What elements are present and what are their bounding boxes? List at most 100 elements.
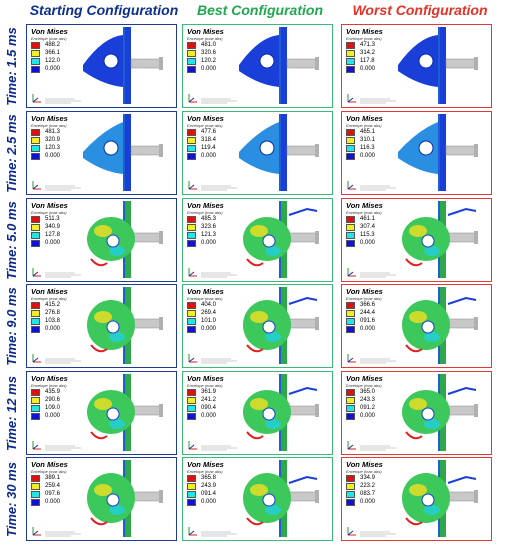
- legend-swatch: [31, 482, 40, 490]
- legend-value: 243.3: [360, 396, 376, 403]
- legend-title: Von Mises: [346, 460, 383, 469]
- legend-value: 477.6: [201, 128, 217, 135]
- legend-value: 314.2: [360, 49, 376, 56]
- legend-entry: 0.000: [31, 412, 89, 420]
- stress-legend: Von Mises Envelope (max abs) 415.2 276.8 103…: [31, 288, 89, 333]
- legend-entry: 101.0: [187, 317, 245, 325]
- tiny-caption-lines: [201, 272, 237, 278]
- legend-swatch: [31, 474, 40, 482]
- legend-entry: 0.000: [31, 152, 89, 160]
- legend-swatch: [31, 41, 40, 49]
- legend-value: 310.1: [360, 136, 376, 143]
- legend-value: 0.000: [45, 65, 61, 72]
- legend-swatch: [346, 41, 355, 49]
- legend-swatch: [187, 41, 196, 49]
- legend-swatch: [346, 498, 355, 506]
- column-header-worst: Worst Configuration: [352, 2, 488, 18]
- legend-value: 485.3: [201, 215, 217, 222]
- tiny-caption-lines: [45, 358, 81, 364]
- legend-title: Von Mises: [346, 287, 383, 296]
- stress-panel-best: Von Mises Envelope (max abs) 404.0 269.4 101…: [182, 284, 333, 368]
- legend-entry: 243.9: [187, 482, 245, 490]
- stress-legend: Von Mises Envelope (max abs) 365.8 243.9 091…: [187, 461, 245, 506]
- fea-model-image: [239, 114, 319, 191]
- legend-value: 0.000: [360, 152, 376, 159]
- stress-panel-worst: Von Mises Envelope (max abs) 334.9 223.2 083…: [341, 457, 492, 541]
- legend-swatch: [346, 317, 355, 325]
- legend-value: 361.9: [201, 388, 217, 395]
- tiny-caption-lines: [45, 531, 81, 537]
- stress-panel-worst: Von Mises Envelope (max abs) 365.0 243.3 091…: [341, 371, 492, 455]
- legend-entry: 120.2: [187, 57, 245, 65]
- legend-value: 0.000: [45, 498, 61, 505]
- legend-value: 0.000: [45, 239, 61, 246]
- legend-entry: 090.4: [187, 404, 245, 412]
- legend-entry: 223.2: [346, 482, 404, 490]
- legend-subtitle: Envelope (max abs): [346, 36, 382, 41]
- legend-swatch: [187, 301, 196, 309]
- row-time-label: Time: 9.0 ms: [0, 284, 22, 368]
- stress-legend: Von Mises Envelope (max abs) 485.3 323.6 121…: [187, 202, 245, 247]
- stress-legend: Von Mises Envelope (max abs) 481.0 320.6 120…: [187, 28, 245, 73]
- legend-subtitle: Envelope (max abs): [31, 123, 67, 128]
- legend-title: Von Mises: [31, 27, 68, 36]
- legend-title: Von Mises: [31, 201, 68, 210]
- legend-value: 097.6: [45, 490, 61, 497]
- fea-model-image: [402, 460, 478, 537]
- legend-title: Von Mises: [187, 27, 224, 36]
- stress-panel-best: Von Mises Envelope (max abs) 485.3 323.6 121…: [182, 198, 333, 282]
- legend-swatch: [31, 317, 40, 325]
- legend-value: 471.3: [360, 41, 376, 48]
- stress-panel-starting: Von Mises Envelope (max abs) 511.3 340.9 127…: [26, 198, 177, 282]
- legend-swatch: [31, 49, 40, 57]
- legend-value: 340.9: [45, 223, 61, 230]
- legend-title: Von Mises: [31, 460, 68, 469]
- legend-swatch: [346, 215, 355, 223]
- legend-entry: 366.1: [31, 49, 89, 57]
- stress-panel-best: Von Mises Envelope (max abs) 365.8 243.9 091…: [182, 457, 333, 541]
- tiny-caption-lines: [45, 98, 81, 104]
- legend-entry: 481.0: [187, 41, 245, 49]
- legend-swatch: [31, 136, 40, 144]
- legend-subtitle: Envelope (max abs): [187, 123, 223, 128]
- legend-entry: 083.7: [346, 490, 404, 498]
- fea-model-image: [87, 460, 163, 537]
- tiny-caption-lines: [360, 445, 396, 451]
- legend-title: Von Mises: [31, 374, 68, 383]
- legend-entry: 488.2: [31, 41, 89, 49]
- legend-swatch: [187, 482, 196, 490]
- legend-subtitle: Envelope (max abs): [346, 383, 382, 388]
- legend-entry: 241.2: [187, 396, 245, 404]
- legend-entry: 091.6: [346, 317, 404, 325]
- legend-value: 318.4: [201, 136, 217, 143]
- fea-model-image: [398, 27, 478, 104]
- stress-panel-best: Von Mises Envelope (max abs) 477.6 318.4 119…: [182, 111, 333, 195]
- legend-swatch: [187, 388, 196, 396]
- legend-subtitle: Envelope (max abs): [346, 469, 382, 474]
- stress-legend: Von Mises Envelope (max abs) 361.9 241.2 090…: [187, 375, 245, 420]
- axis-triad-icon: [32, 354, 41, 363]
- axis-triad-icon: [347, 268, 356, 277]
- legend-entry: 334.9: [346, 474, 404, 482]
- legend-value: 116.3: [360, 144, 375, 151]
- legend-swatch: [187, 317, 196, 325]
- fea-model-image: [87, 287, 163, 364]
- legend-title: Von Mises: [346, 201, 383, 210]
- time-label-text: Time: 5.0 ms: [3, 200, 19, 280]
- legend-swatch: [346, 152, 355, 160]
- legend-entry: 0.000: [346, 498, 404, 506]
- legend-entry: 0.000: [31, 498, 89, 506]
- legend-subtitle: Envelope (max abs): [346, 296, 382, 301]
- legend-value: 365.0: [360, 388, 376, 395]
- fea-model-image: [402, 201, 478, 278]
- time-label-text: Time: 9.0 ms: [3, 286, 19, 366]
- legend-value: 461.1: [360, 215, 376, 222]
- legend-subtitle: Envelope (max abs): [31, 383, 67, 388]
- legend-swatch: [31, 223, 40, 231]
- axis-triad-icon: [32, 441, 41, 450]
- stress-panel-starting: Von Mises Envelope (max abs) 481.3 320.9 120…: [26, 111, 177, 195]
- legend-swatch: [346, 404, 355, 412]
- legend-swatch: [31, 128, 40, 136]
- row-time-label: Time: 12 ms: [0, 371, 22, 455]
- time-label-text: Time: 30 ms: [3, 461, 19, 537]
